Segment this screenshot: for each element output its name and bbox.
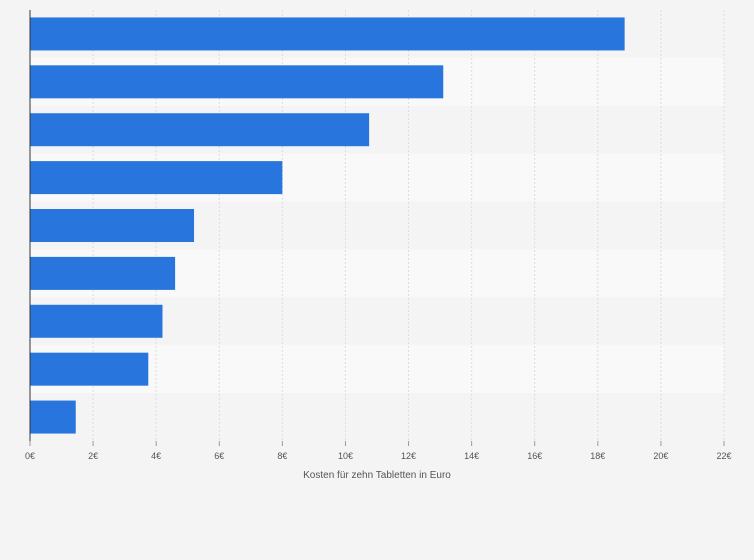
x-tick-label: 8€ [277, 451, 287, 461]
x-tick-label: 2€ [88, 451, 98, 461]
bar [30, 65, 444, 99]
bars [30, 17, 625, 434]
x-tick-label: 6€ [214, 451, 224, 461]
x-tick-label: 0€ [25, 451, 35, 461]
bar [30, 304, 163, 338]
x-tick-label: 16€ [527, 451, 542, 461]
x-axis-title: Kosten für zehn Tabletten in Euro [303, 470, 451, 481]
x-tick-label: 4€ [151, 451, 161, 461]
bar [30, 17, 625, 51]
x-axis-ticks: 0€ 2€ 4€ 6€ 8€ 10€ 12€ 14€ 16€ 18€ 20€ 22€ [25, 441, 732, 461]
x-tick-label: 14€ [464, 451, 479, 461]
bar [30, 256, 176, 290]
x-tick-label: 10€ [338, 451, 353, 461]
bar [30, 352, 149, 386]
row-band [30, 393, 724, 441]
bar [30, 209, 195, 242]
bar [30, 400, 76, 434]
bar [30, 113, 370, 147]
bar [30, 161, 283, 195]
x-tick-label: 22€ [716, 451, 731, 461]
x-tick-label: 18€ [590, 451, 605, 461]
x-tick-label: 20€ [653, 451, 668, 461]
x-tick-label: 12€ [401, 451, 416, 461]
